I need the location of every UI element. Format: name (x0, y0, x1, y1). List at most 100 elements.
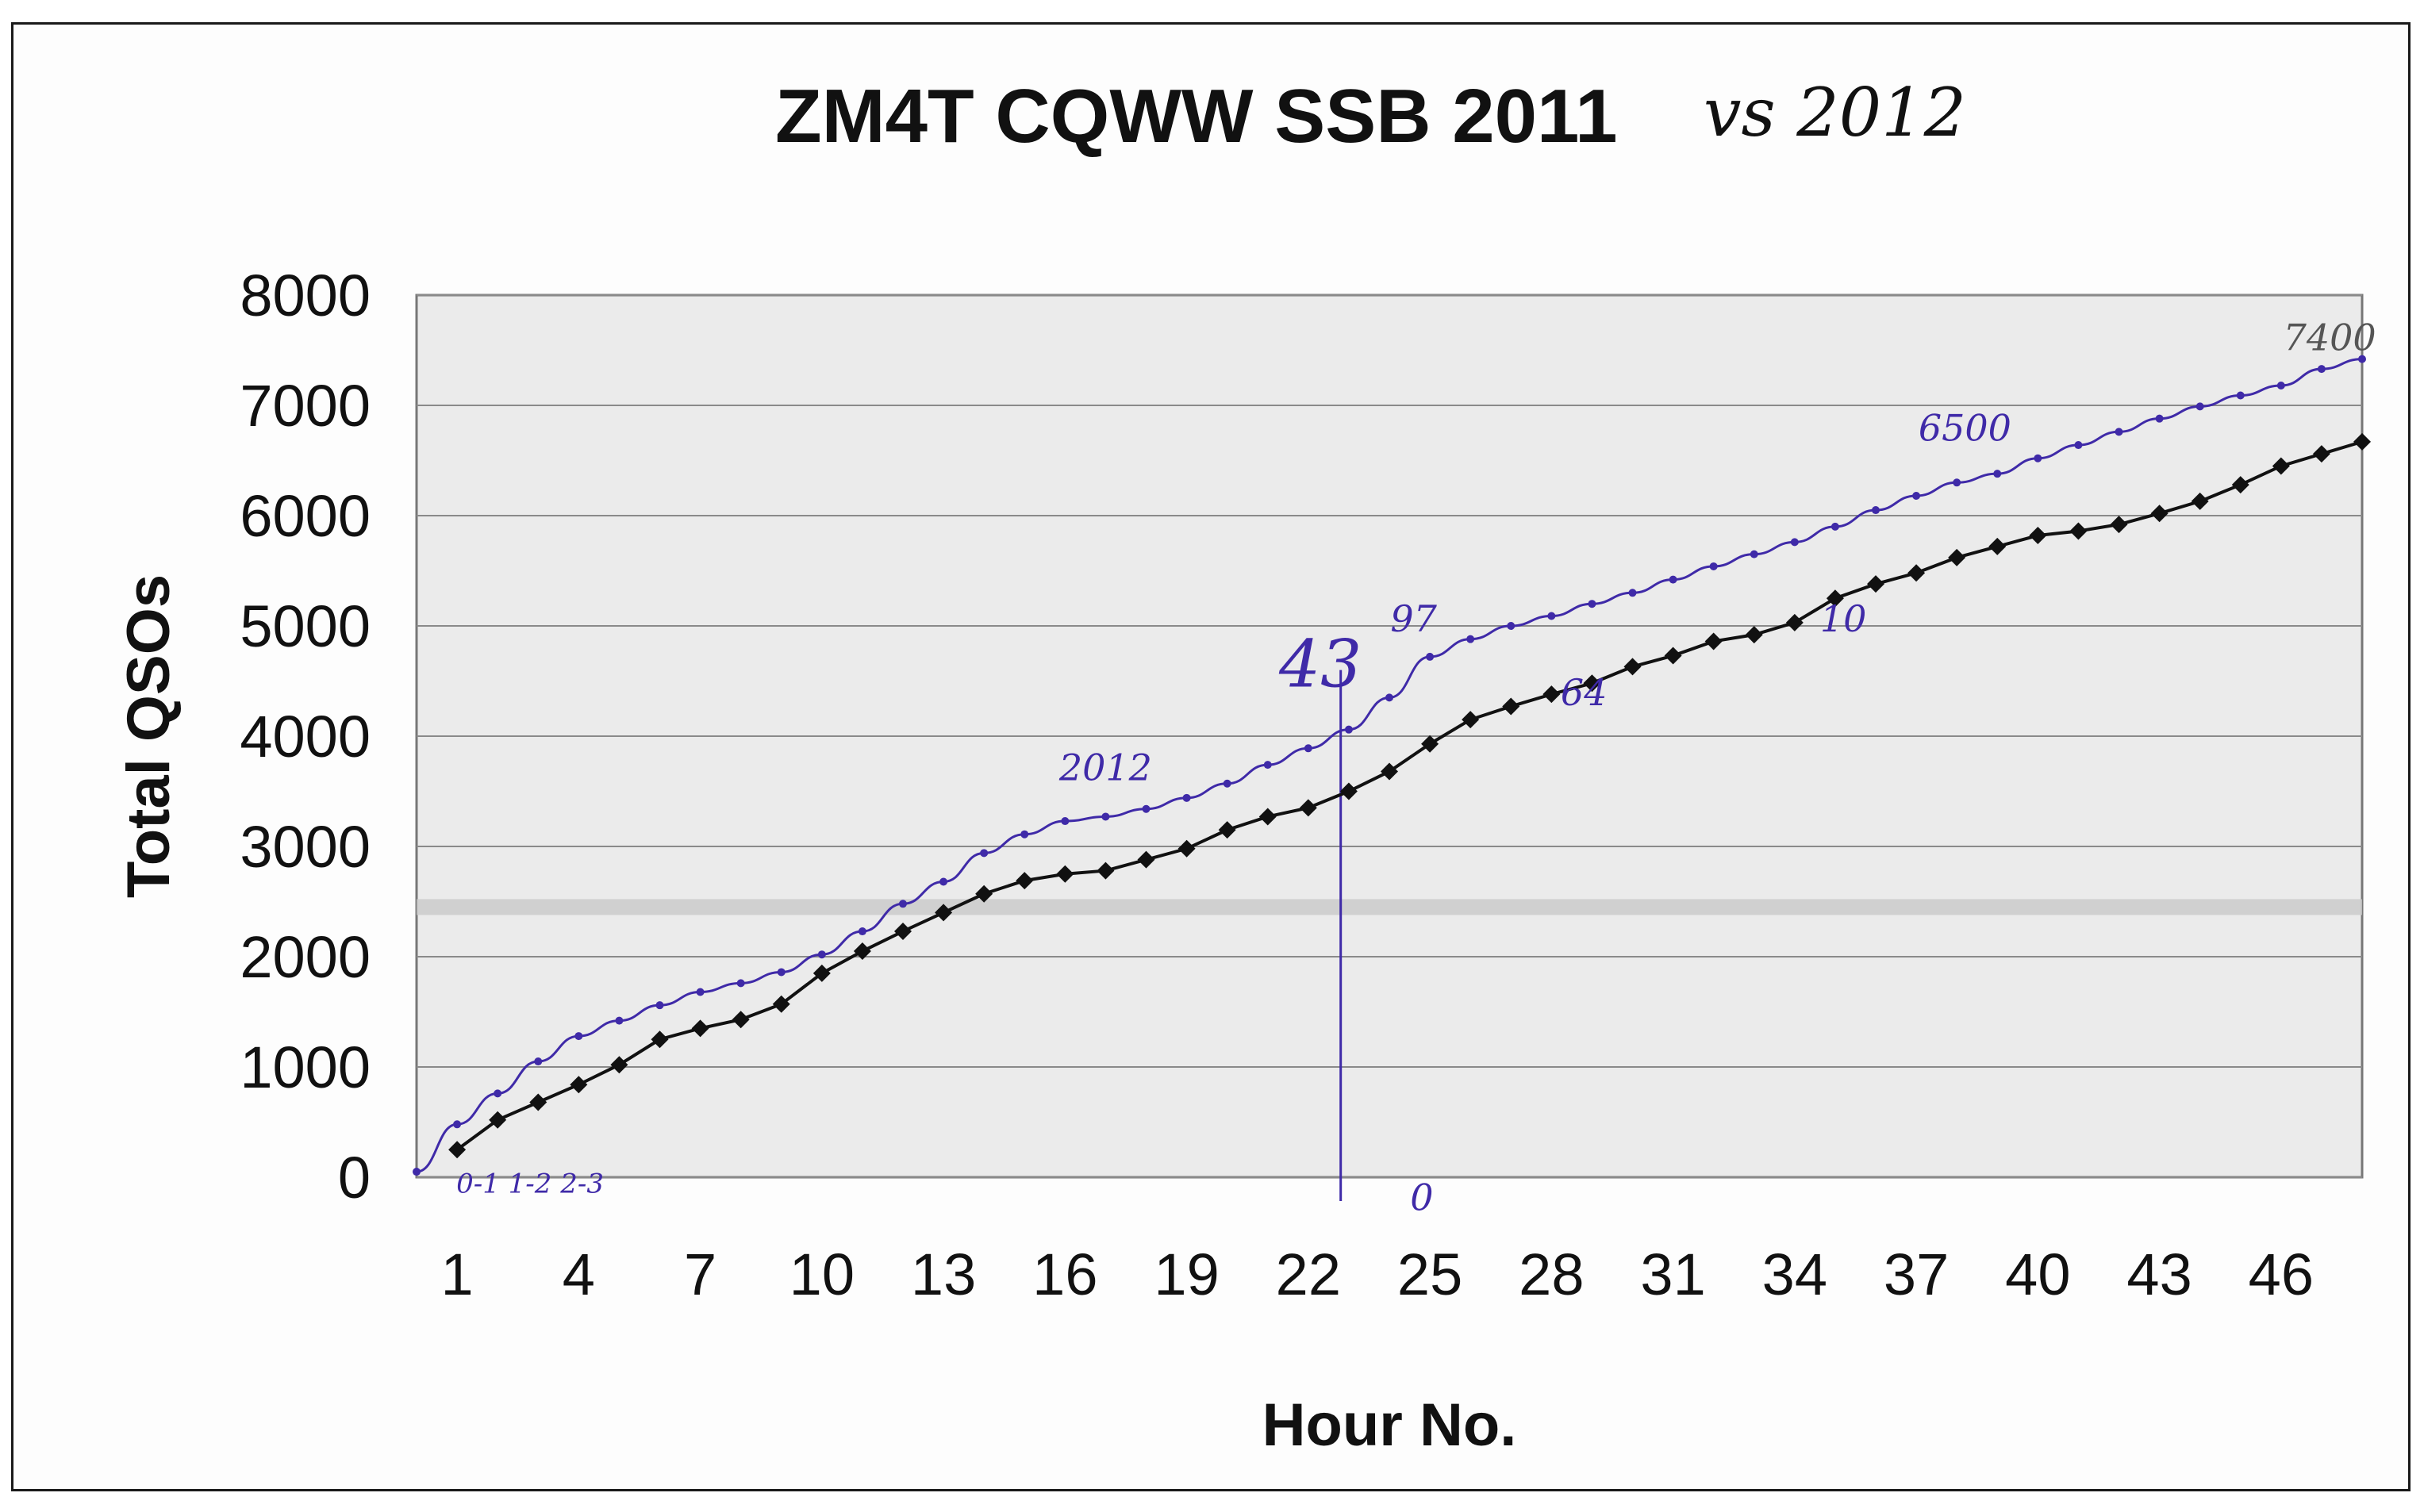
series-2011-point (1867, 575, 1884, 593)
y-tick-label: 5000 (240, 593, 371, 659)
series-2012-point (939, 877, 948, 886)
series-2011-point (2110, 516, 2128, 534)
series-2012-point (1912, 491, 1921, 500)
x-axis-title: Hour No. (1262, 1391, 1517, 1459)
y-axis-title: Total QSOs (115, 574, 182, 898)
y-tick-label: 7000 (240, 373, 371, 439)
x-tick-label: 40 (2005, 1241, 2070, 1307)
series-2012-point (1263, 761, 1272, 769)
x-tick-label: 10 (789, 1241, 855, 1307)
series-2012-point (2358, 355, 2366, 363)
series-2012-point (696, 988, 705, 996)
x-tick-label: 31 (1640, 1241, 1705, 1307)
series-2012-point (736, 979, 745, 988)
series-2012-point (1790, 538, 1799, 547)
series-2011-point (732, 1011, 750, 1029)
series-2011-point (1097, 862, 1115, 880)
series-2011-point (1218, 821, 1236, 839)
series-2012-point (2236, 391, 2245, 400)
series-2012-point (655, 1001, 664, 1010)
series-2012-point (2074, 441, 2083, 450)
series-2011-point (1623, 658, 1642, 676)
series-2012-point (1426, 652, 1435, 661)
series-2012-point (1709, 562, 1718, 570)
x-tick-label: 13 (911, 1241, 976, 1307)
series-2011-point (2272, 457, 2290, 475)
y-tick-label: 4000 (240, 704, 371, 769)
chart: ZM4T CQWW SSB 2011 vs 2012 0 1000 2000 3000… (115, 74, 2376, 1459)
series-2012-point (534, 1057, 543, 1066)
series-2011-point (812, 964, 831, 982)
series-2011-point (570, 1076, 588, 1094)
y-tick-label: 3000 (240, 814, 371, 880)
series-2011-point (1462, 711, 1480, 729)
series-2011-point (2191, 492, 2209, 510)
series-2011-point (1339, 782, 1358, 800)
handwritten-annotation: 0 (1410, 1176, 1433, 1219)
series-2012-point (817, 950, 826, 959)
x-tick-label: 43 (2126, 1241, 2192, 1307)
x-tick-label: 22 (1276, 1241, 1341, 1307)
handwritten-annotation: 7400 (2284, 317, 2376, 359)
series-2011-point (1664, 647, 1682, 665)
series-2011-point (2069, 522, 2088, 540)
y-tick-label: 0 (338, 1145, 371, 1211)
series-2012-point (1223, 779, 1231, 788)
series-2012-point (777, 968, 786, 977)
handwritten-annotation: 2012 (1058, 746, 1152, 789)
series-2011-point (2231, 476, 2249, 494)
series-2011-point (1381, 762, 1398, 781)
series-2011-point (772, 995, 790, 1013)
series-2011-point (2353, 432, 2371, 451)
series-2011-point (1988, 537, 2007, 555)
x-tick-label: 1 (441, 1241, 474, 1307)
series-2012-point (1872, 506, 1880, 515)
series-2012-line (416, 358, 2363, 1173)
series-2011-point (1583, 674, 1601, 693)
series-2012-point (858, 927, 866, 936)
series-2012-point (1750, 550, 1758, 558)
series-2012-point (1953, 478, 1961, 487)
series-2011-point (1137, 850, 1155, 869)
series-2011-point (691, 1019, 709, 1038)
series-2011-point (1785, 613, 1804, 631)
series-2012-point (2155, 414, 2164, 423)
series-2011-point (448, 1141, 467, 1159)
x-tick-label: 34 (1762, 1241, 1827, 1307)
series-2011-point (1826, 589, 1844, 608)
series-2011-point (610, 1056, 628, 1074)
series-2012-point (1020, 830, 1029, 839)
series-2011-point (1056, 865, 1074, 883)
series-2011-point (1299, 799, 1317, 817)
series-layer (413, 355, 2371, 1201)
series-2012-point (574, 1032, 583, 1041)
series-2011-point (894, 923, 912, 941)
series-2012-point (1830, 522, 1839, 531)
series-2012-point (494, 1089, 502, 1098)
x-tick-label: 37 (1884, 1241, 1949, 1307)
series-2011-point (2150, 505, 2169, 523)
series-2011-point (1542, 685, 1561, 704)
series-2012-point (1547, 612, 1556, 620)
y-tick-label: 2000 (240, 924, 371, 990)
x-tick-label: 4 (563, 1241, 595, 1307)
series-2012-point (2034, 454, 2042, 462)
series-2012-point (1182, 793, 1191, 802)
handwritten-annotation: 6500 (1919, 406, 2011, 449)
series-2012-point (1304, 744, 1312, 753)
x-tick-label: 25 (1397, 1241, 1462, 1307)
series-2011-point (1016, 872, 1034, 890)
series-2012-point (2317, 365, 2326, 374)
annotations: 2012 43 97 64 10 6500 7400 0 0-1 1-2 2-3 (456, 317, 2376, 1219)
series-2011-point (1258, 808, 1277, 826)
series-2011-point (935, 904, 953, 922)
series-2012-point (1588, 600, 1596, 608)
series-2012-point (1507, 622, 1515, 630)
series-2011-point (1907, 564, 1926, 582)
x-tick-label: 28 (1519, 1241, 1584, 1307)
chart-title-annotation: vs 2012 (1704, 74, 1966, 152)
series-2012-point (1466, 635, 1475, 643)
handwritten-annotation: 64 (1561, 671, 1608, 714)
series-2011-point (1502, 697, 1520, 716)
chart-title: ZM4T CQWW SSB 2011 vs 2012 (775, 74, 1966, 159)
